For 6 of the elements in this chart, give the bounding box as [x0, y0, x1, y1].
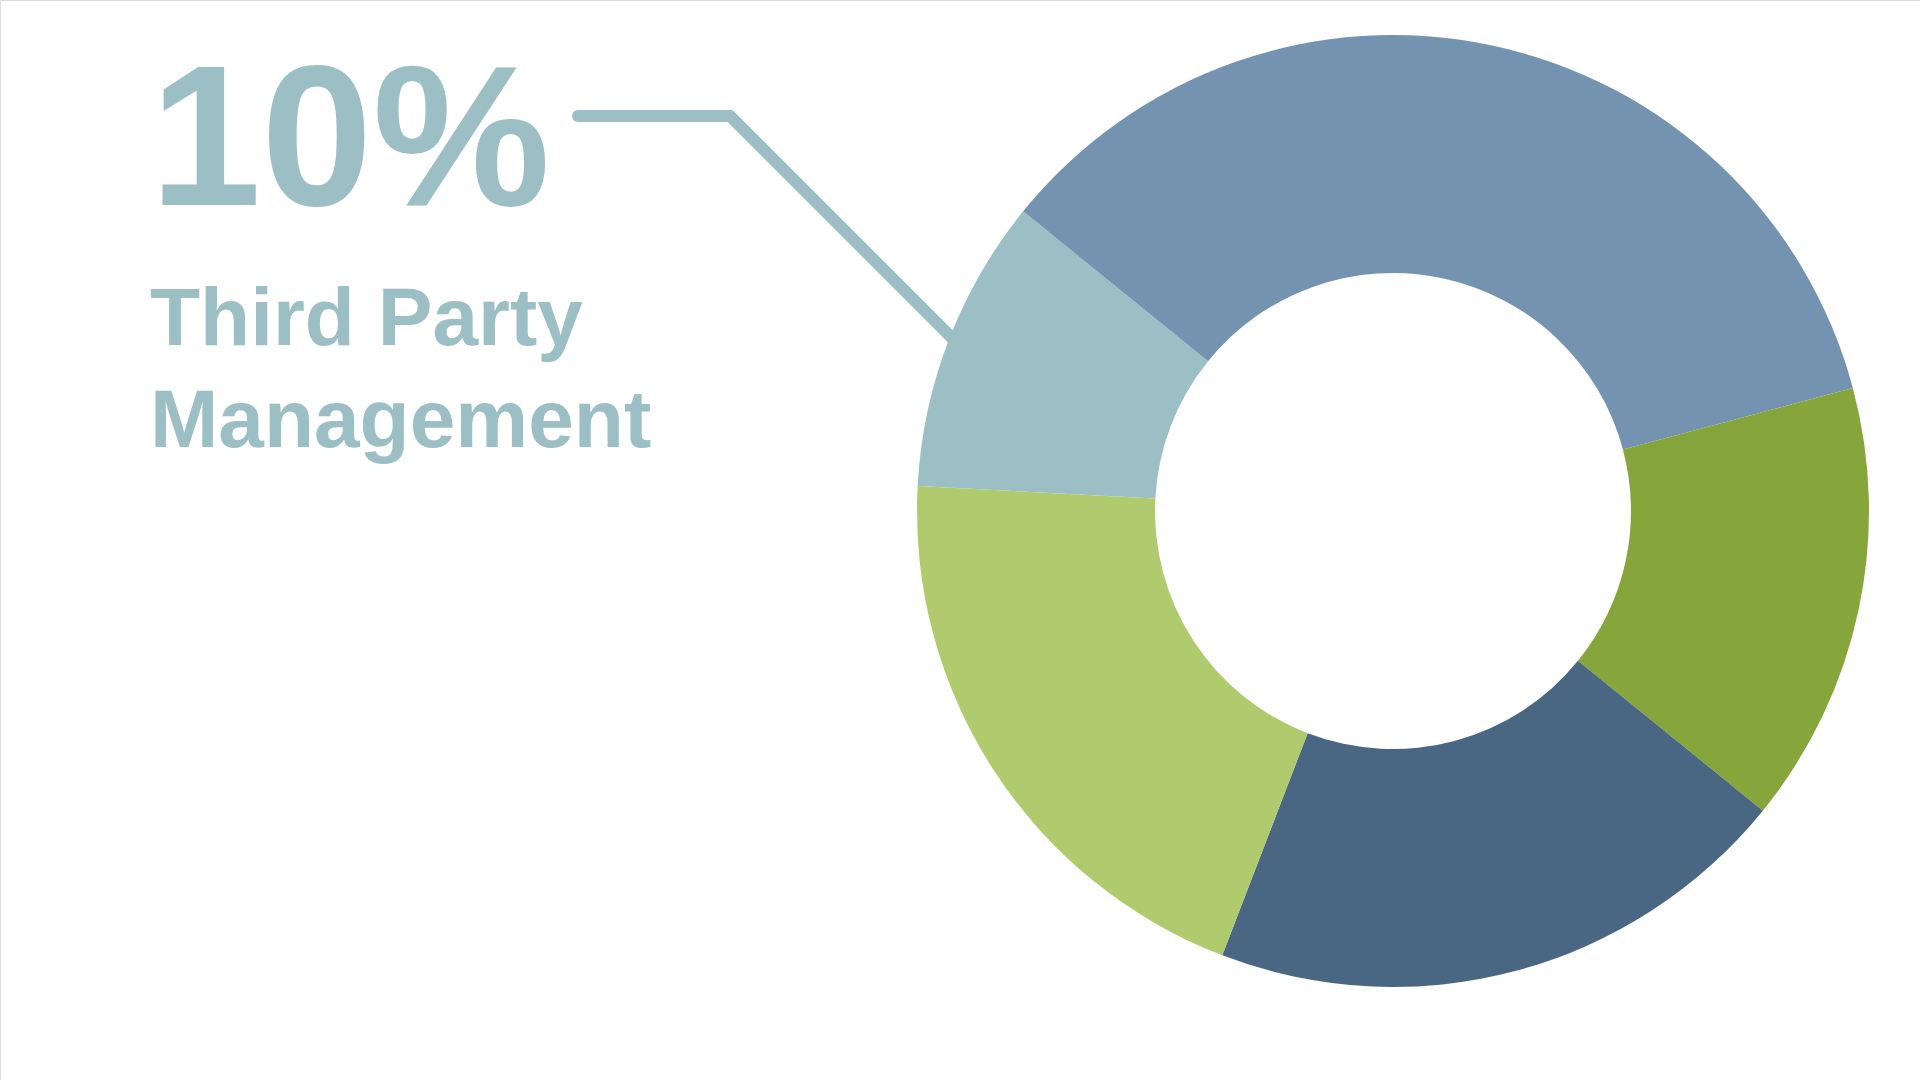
donut-slice: [1577, 387, 1869, 811]
donut-slice: [1222, 660, 1763, 987]
donut-slice: [917, 485, 1308, 956]
donut-slice: [1023, 35, 1853, 450]
slice-label: Third Party Management: [150, 271, 652, 464]
data-label: 10%: [150, 24, 551, 247]
